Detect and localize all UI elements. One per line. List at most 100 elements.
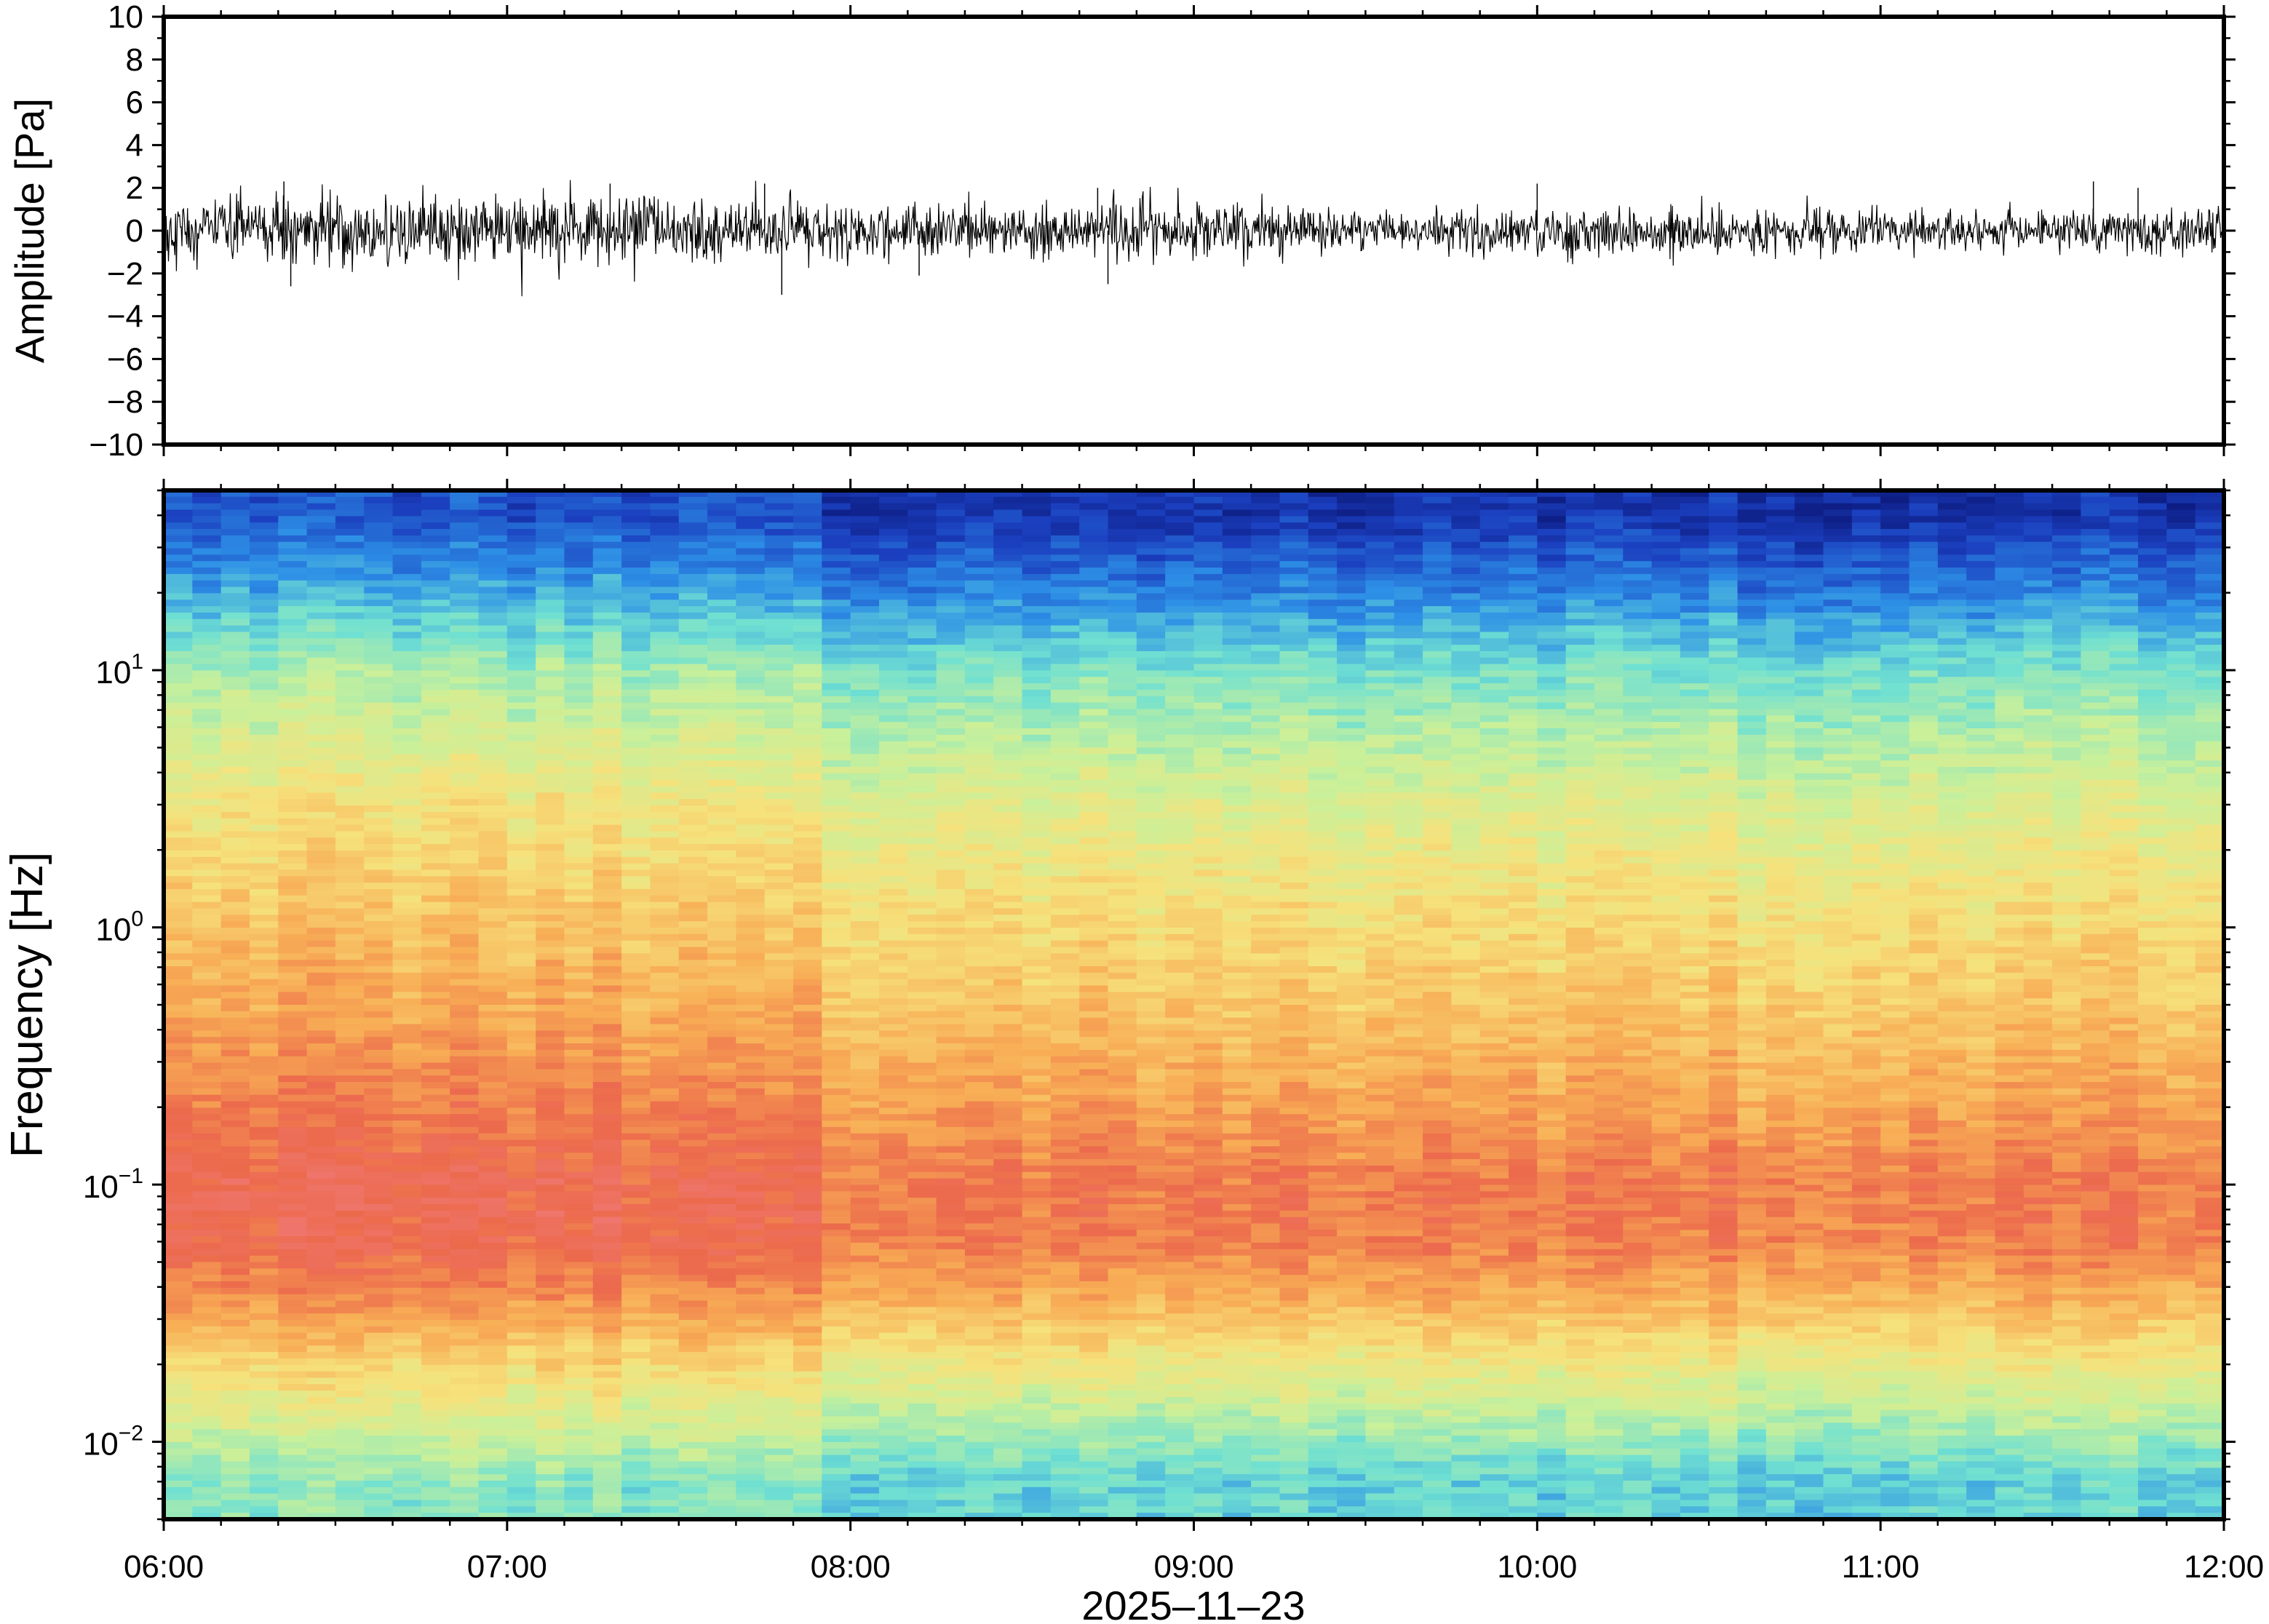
spectrogram-cell: [478, 625, 508, 633]
spectrogram-cell: [564, 1500, 594, 1508]
spectrogram-cell: [564, 1049, 594, 1057]
spectrogram-cell: [936, 824, 966, 832]
spectrogram-cell: [392, 844, 422, 851]
spectrogram-cell: [678, 908, 708, 916]
spectrogram-cell: [707, 805, 737, 813]
spectrogram-cell: [506, 580, 536, 588]
spectrogram-cell: [478, 683, 508, 690]
spectrogram-cell: [249, 509, 279, 517]
spectrogram-cell: [536, 1390, 565, 1398]
spectrogram-cell: [993, 1480, 1023, 1488]
spectrogram-cell: [278, 606, 308, 613]
spectrogram-cell: [278, 1513, 308, 1519]
spectrogram-cell: [850, 1461, 880, 1469]
spectrogram-cell: [993, 522, 1023, 530]
spectrogram-cell: [306, 722, 336, 729]
spectrogram-cell: [278, 799, 308, 806]
spectrogram-cell: [993, 1043, 1023, 1051]
spectrogram-cell: [450, 650, 480, 658]
spectrogram-cell: [936, 960, 966, 967]
spectrogram-cell: [392, 709, 422, 717]
spectrogram-cell: [707, 1139, 737, 1147]
spectrogram-cell: [822, 1236, 851, 1243]
spectrogram-cell: [621, 696, 651, 704]
spectrogram-cell: [450, 561, 480, 568]
spectrogram-cell: [192, 568, 222, 575]
spectrogram-cell: [192, 709, 222, 717]
spectrogram-cell: [192, 1043, 222, 1051]
spectrogram-cell: [707, 1075, 737, 1083]
spectrogram-cell: [707, 509, 737, 517]
spectrogram-cell: [536, 915, 565, 922]
spectrogram-cell: [764, 805, 794, 813]
spectrogram-cell: [621, 1436, 651, 1443]
spectrogram-cell: [707, 1159, 737, 1166]
spectrogram-cell: [878, 824, 909, 832]
spectrogram-cell: [936, 645, 966, 652]
spectrogram-cell: [220, 1339, 250, 1347]
spectrogram-cell: [793, 1429, 823, 1436]
spectrogram-cell: [220, 1313, 250, 1321]
spectrogram-cell: [392, 1268, 422, 1275]
spectrogram-cell: [450, 1178, 480, 1186]
spectrogram-cell: [220, 1062, 250, 1070]
spectrogram-cell: [993, 1210, 1023, 1218]
spectrogram-cell: [450, 1352, 480, 1359]
spectrogram-cell: [850, 696, 880, 704]
spectrogram-cell: [964, 1088, 995, 1096]
spectrogram-cell: [907, 1153, 937, 1160]
spectrogram-cell: [793, 568, 823, 575]
spectrogram-cell: [192, 1345, 222, 1353]
spectrogram-cell: [822, 799, 851, 806]
spectrogram-cell: [564, 1448, 594, 1456]
spectrogram-cell: [678, 1217, 708, 1225]
spectrogram-cell: [822, 1377, 851, 1385]
spectrogram-cell: [850, 1281, 880, 1289]
spectrogram-cell: [822, 1139, 851, 1147]
spectrogram-cell: [450, 921, 480, 928]
spectrogram-cell: [421, 1429, 450, 1436]
spectrogram-cell: [564, 580, 594, 588]
spectrogram-cell: [736, 689, 766, 697]
spectrogram-cell: [936, 1468, 966, 1475]
spectrogram-cell: [364, 632, 394, 640]
spectrogram-cell: [335, 915, 365, 922]
spectrogram-cell: [850, 722, 880, 729]
spectrogram-cell: [964, 1397, 995, 1404]
spectrogram-cell: [592, 1030, 622, 1038]
spectrogram-cell: [164, 1005, 194, 1012]
spectrogram-cell: [592, 1275, 622, 1282]
spectrogram-cell: [678, 496, 708, 504]
spectrogram-cell: [564, 1146, 594, 1154]
spectrogram-cell: [650, 618, 680, 626]
spectrogram-cell: [364, 1403, 394, 1411]
spectrogram-cell: [249, 1011, 279, 1019]
spectrogram-cell: [822, 573, 851, 581]
spectrogram-cell: [536, 786, 565, 794]
spectrogram-cell: [249, 1107, 279, 1115]
spectrogram-cell: [621, 1114, 651, 1121]
spectrogram-cell: [564, 722, 594, 729]
spectrogram-cell: [306, 541, 336, 549]
spectrogram-cell: [850, 580, 880, 588]
spectrogram-cell: [421, 1011, 450, 1019]
spectrogram-cell: [478, 1339, 508, 1347]
spectrogram-cell: [335, 908, 365, 916]
spectrogram-cell: [249, 1005, 279, 1012]
spectrogram-cell: [793, 696, 823, 704]
spectrogram-cell: [192, 734, 222, 742]
spectrogram-cell: [220, 1030, 250, 1038]
spectrogram-cell: [306, 1436, 336, 1443]
spectrogram-cell: [364, 664, 394, 672]
spectrogram-cell: [564, 1436, 594, 1443]
spectrogram-cell: [707, 683, 737, 690]
spectrogram-cell: [220, 600, 250, 607]
spectrogram-cell: [335, 593, 365, 601]
spectrogram-cell: [764, 927, 794, 935]
spectrogram-cell: [793, 1500, 823, 1508]
spectrogram-cell: [592, 1203, 622, 1211]
spectrogram-cell: [592, 490, 622, 498]
spectrogram-cell: [850, 1364, 880, 1372]
spectrogram-cell: [650, 747, 680, 755]
spectrogram-cell: [220, 1203, 250, 1211]
